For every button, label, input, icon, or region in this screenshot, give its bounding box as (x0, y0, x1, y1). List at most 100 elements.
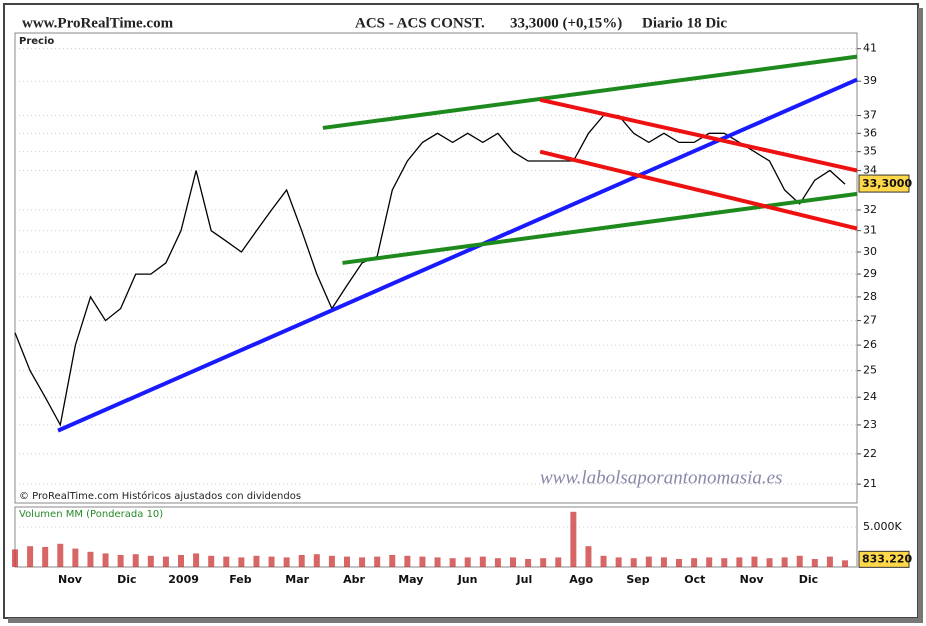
last-value-label: 33,3000 (862, 177, 912, 190)
volume-bar (540, 558, 547, 567)
volume-bar (826, 556, 833, 567)
volume-bar (691, 558, 698, 567)
y-tick-label: 39 (863, 74, 877, 87)
shadow (918, 8, 923, 622)
volume-bar (449, 558, 456, 567)
volume-bar (344, 556, 350, 567)
volume-bar (570, 511, 577, 567)
volume-bar (721, 558, 728, 567)
x-tick-label: Abr (343, 573, 365, 586)
last-value-box (858, 174, 910, 193)
volume-bar (42, 547, 49, 567)
volume-bar (736, 557, 743, 567)
volume-bar (479, 556, 486, 567)
volume-bar (12, 549, 18, 567)
x-tick-label: Oct (684, 573, 705, 586)
quote: 33,3000 (+0,15%) (510, 15, 622, 31)
volume-bar (57, 543, 64, 567)
y-tick-label: 36 (863, 126, 877, 139)
watermark: www.labolsaporantonomasia.es (540, 467, 782, 488)
x-tick-label: Nov (740, 573, 765, 586)
volume-bar (706, 557, 713, 567)
volume-bar (72, 548, 79, 567)
x-tick-label: Feb (229, 573, 252, 586)
volume-bar (253, 555, 260, 567)
y-tick-label: 22 (863, 447, 877, 460)
volume-bar (178, 555, 184, 567)
volume-bar (781, 557, 788, 567)
volume-bar (132, 554, 139, 567)
volume-bar (615, 557, 622, 567)
x-tick-label: Ago (569, 573, 593, 586)
period: Diario 18 Dic (642, 15, 727, 31)
volume-bar (193, 553, 200, 567)
instrument: ACS - ACS CONST. (355, 15, 485, 31)
volume-bar (751, 556, 758, 567)
volume-bar (117, 555, 124, 567)
x-tick-label: Dic (117, 573, 136, 586)
volume-panel (14, 506, 858, 568)
copyright: © ProRealTime.com Históricos ajustados c… (19, 490, 301, 502)
volume-bar (419, 556, 426, 567)
volume-bar (660, 557, 667, 567)
volume-bar (676, 559, 682, 567)
site: www.ProRealTime.com (22, 15, 174, 31)
y-tick-label: 34 (863, 164, 877, 177)
volume-bar (645, 556, 652, 567)
x-tick-label: May (398, 573, 423, 586)
y-tick-label: 28 (863, 290, 877, 303)
volume-bar (585, 546, 592, 567)
volume-bar (464, 557, 471, 567)
volume-bar (162, 556, 169, 567)
volume-bar (555, 557, 562, 567)
volume-bar (434, 557, 441, 567)
volume-bar (102, 553, 109, 567)
volume-bar (811, 559, 818, 567)
volume-bar (313, 554, 320, 567)
volume-bar (525, 559, 532, 567)
volume-bar (298, 555, 305, 567)
volume-bar (328, 555, 335, 567)
trendline (539, 149, 858, 231)
volume-bar (283, 557, 290, 567)
volume-bar (27, 546, 34, 567)
volume-bar (796, 555, 803, 567)
trendline (322, 54, 858, 130)
volume-bar (268, 556, 275, 567)
volume-bar (510, 557, 516, 567)
y-tick-label: 30 (863, 245, 877, 258)
x-tick-label: 2009 (168, 573, 199, 586)
volume-bar (766, 558, 773, 567)
y-tick-label: 27 (863, 314, 877, 327)
panel-title: Volumen MM (Ponderada 10) (19, 509, 163, 520)
x-tick-label: Dic (799, 573, 818, 586)
trendline (57, 77, 858, 433)
y-tick-label: 23 (863, 418, 877, 431)
y-tick-label: 25 (863, 364, 877, 377)
price-line (14, 114, 846, 427)
volume-bar (374, 556, 381, 567)
volume-bar (87, 551, 94, 567)
y-tick-label: 5.000K (863, 520, 902, 533)
shadow (8, 618, 923, 623)
x-tick-label: Mar (285, 573, 309, 586)
trendline (539, 97, 858, 173)
y-tick-label: 41 (863, 42, 877, 55)
price-panel (14, 32, 858, 504)
volume-bar (208, 555, 215, 567)
volume-bar (359, 557, 366, 567)
last-value-label: 833.220 (862, 552, 912, 565)
volume-bar (600, 555, 607, 567)
volume-bar (147, 555, 154, 567)
volume-bar (630, 558, 637, 567)
y-tick-label: 24 (863, 390, 877, 403)
trendline (342, 191, 858, 265)
x-tick-label: Sep (626, 573, 649, 586)
y-tick-label: 35 (863, 145, 877, 158)
last-value-box (858, 550, 910, 568)
x-tick-label: Nov (58, 573, 83, 586)
volume-bar (404, 555, 411, 567)
panel-title: Precio (19, 36, 54, 47)
x-tick-label: Jun (457, 573, 478, 586)
